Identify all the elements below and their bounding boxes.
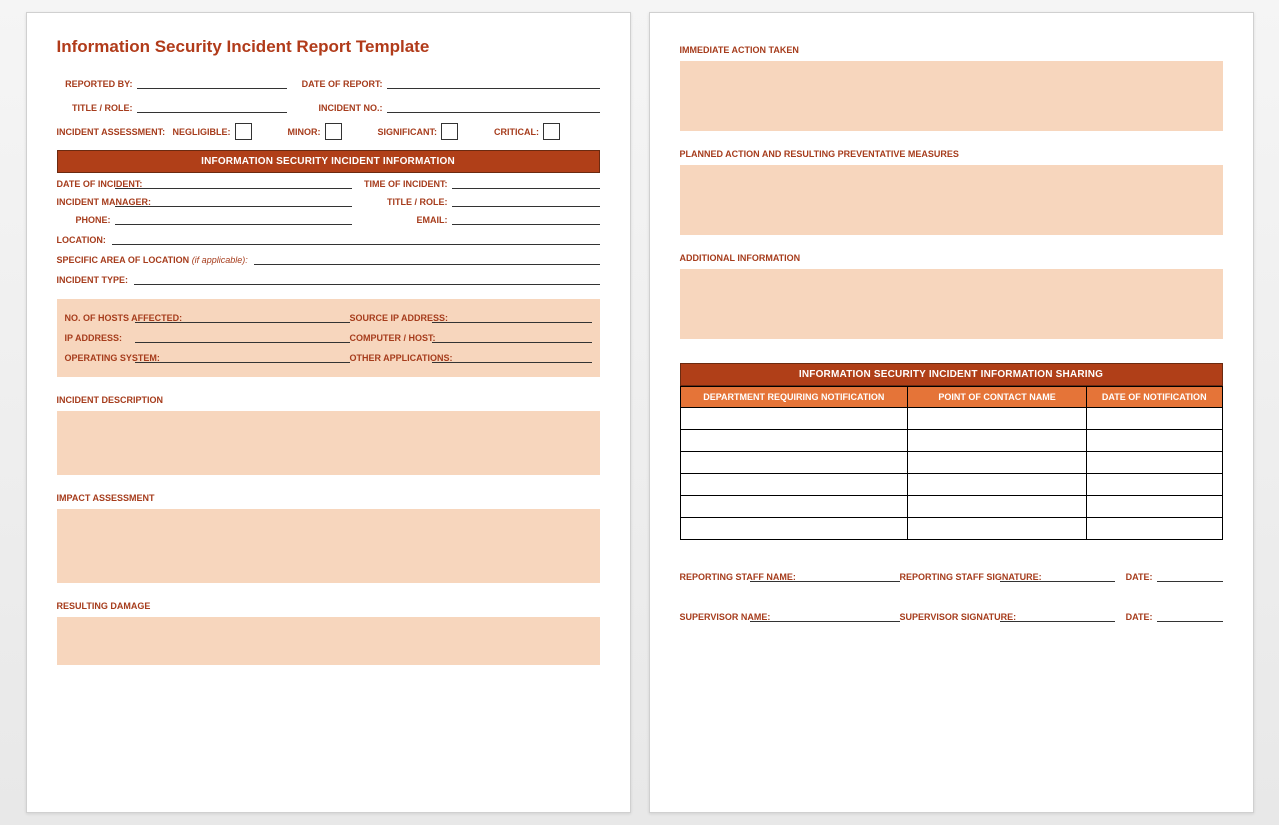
phone-field[interactable] (115, 211, 352, 225)
location-label: LOCATION: (57, 236, 112, 245)
incident-manager-label: INCIDENT MANAGER: (57, 198, 115, 207)
share-col-contact: POINT OF CONTACT NAME (908, 387, 1087, 408)
specific-area-field[interactable] (254, 251, 600, 265)
date-of-incident-label: DATE OF INCIDENT: (57, 180, 115, 189)
info-sharing-table: DEPARTMENT REQUIRING NOTIFICATION POINT … (680, 386, 1223, 540)
planned-action-box[interactable] (680, 165, 1223, 235)
incident-info-banner: INFORMATION SECURITY INCIDENT INFORMATIO… (57, 150, 600, 173)
table-row[interactable] (680, 430, 1222, 452)
immediate-action-box[interactable] (680, 61, 1223, 131)
reporting-date-field[interactable] (1157, 568, 1223, 582)
email-label: EMAIL: (352, 216, 452, 225)
time-of-incident-field[interactable] (452, 175, 600, 189)
reporting-staff-sig-label: REPORTING STAFF SIGNATURE: (900, 573, 1000, 582)
operating-system-label: OPERATING SYSTEM: (65, 354, 135, 363)
planned-action-label: PLANNED ACTION AND RESULTING PREVENTATIV… (680, 149, 1223, 159)
document-title: Information Security Incident Report Tem… (57, 37, 600, 57)
additional-info-label: ADDITIONAL INFORMATION (680, 253, 1223, 263)
supervisor-sig-label: SUPERVISOR SIGNATURE: (900, 613, 1000, 622)
table-row[interactable] (680, 474, 1222, 496)
impact-assessment-label: IMPACT ASSESSMENT (57, 493, 600, 503)
page-2: IMMEDIATE ACTION TAKEN PLANNED ACTION AN… (649, 12, 1254, 813)
reporting-staff-sig-field[interactable] (1000, 568, 1115, 582)
supervisor-name-label: SUPERVISOR NAME: (680, 613, 750, 622)
info-title-role-field[interactable] (452, 193, 600, 207)
assess-minor-label: MINOR: (288, 127, 321, 137)
source-ip-field[interactable] (432, 309, 592, 323)
title-role-field[interactable] (137, 99, 287, 113)
table-row[interactable] (680, 496, 1222, 518)
reporting-date-label: DATE: (1115, 573, 1157, 582)
supervisor-date-label: DATE: (1115, 613, 1157, 622)
phone-label: PHONE: (57, 216, 115, 225)
date-of-report-label: DATE OF REPORT: (287, 79, 387, 89)
ip-address-field[interactable] (135, 329, 350, 343)
hosts-affected-field[interactable] (135, 309, 350, 323)
assess-significant-checkbox[interactable] (441, 123, 458, 140)
time-of-incident-label: TIME OF INCIDENT: (352, 180, 452, 189)
share-table-body (680, 408, 1222, 540)
reporting-staff-name-label: REPORTING STAFF NAME: (680, 573, 750, 582)
supervisor-sig-field[interactable] (1000, 608, 1115, 622)
info-title-role-label: TITLE / ROLE: (352, 198, 452, 207)
computer-host-field[interactable] (432, 329, 592, 343)
date-of-incident-field[interactable] (115, 175, 352, 189)
page-1: Information Security Incident Report Tem… (26, 12, 631, 813)
supervisor-name-field[interactable] (750, 608, 900, 622)
email-field[interactable] (452, 211, 600, 225)
ip-address-label: IP ADDRESS: (65, 334, 135, 343)
immediate-action-label: IMMEDIATE ACTION TAKEN (680, 45, 1223, 55)
supervisor-date-field[interactable] (1157, 608, 1223, 622)
hosts-affected-label: NO. OF HOSTS AFFECTED: (65, 314, 135, 323)
technical-details-box: NO. OF HOSTS AFFECTED: SOURCE IP ADDRESS… (57, 299, 600, 377)
table-row[interactable] (680, 518, 1222, 540)
incident-assessment-label: INCIDENT ASSESSMENT: (57, 127, 173, 137)
info-sharing-banner: INFORMATION SECURITY INCIDENT INFORMATIO… (680, 363, 1223, 386)
specific-area-suffix: (if applicable): (192, 255, 248, 265)
reporting-staff-name-field[interactable] (750, 568, 900, 582)
source-ip-label: SOURCE IP ADDRESS: (350, 314, 432, 323)
incident-no-field[interactable] (387, 99, 600, 113)
incident-manager-field[interactable] (115, 193, 352, 207)
reported-by-field[interactable] (137, 75, 287, 89)
incident-description-label: INCIDENT DESCRIPTION (57, 395, 600, 405)
signature-block: REPORTING STAFF NAME: REPORTING STAFF SI… (680, 568, 1223, 622)
header-fields: REPORTED BY: DATE OF REPORT: TITLE / ROL… (57, 75, 600, 113)
incident-type-label: INCIDENT TYPE: (57, 276, 135, 285)
date-of-report-field[interactable] (387, 75, 600, 89)
impact-assessment-box[interactable] (57, 509, 600, 583)
specific-area-label-text: SPECIFIC AREA OF LOCATION (57, 255, 190, 265)
incident-description-box[interactable] (57, 411, 600, 475)
title-role-label: TITLE / ROLE: (57, 103, 137, 113)
incident-type-field[interactable] (134, 271, 599, 285)
other-apps-field[interactable] (432, 349, 592, 363)
location-field[interactable] (112, 231, 600, 245)
resulting-damage-label: RESULTING DAMAGE (57, 601, 600, 611)
assess-negligible-checkbox[interactable] (235, 123, 252, 140)
specific-area-label: SPECIFIC AREA OF LOCATION (if applicable… (57, 256, 254, 265)
computer-host-label: COMPUTER / HOST: (350, 334, 432, 343)
incident-no-label: INCIDENT NO.: (287, 103, 387, 113)
table-row[interactable] (680, 408, 1222, 430)
assess-significant-label: SIGNIFICANT: (378, 127, 438, 137)
incident-info-fields: DATE OF INCIDENT: TIME OF INCIDENT: INCI… (57, 175, 600, 285)
assess-minor-checkbox[interactable] (325, 123, 342, 140)
assess-critical-checkbox[interactable] (543, 123, 560, 140)
additional-info-box[interactable] (680, 269, 1223, 339)
assess-negligible-label: NEGLIGIBLE: (173, 127, 231, 137)
resulting-damage-box[interactable] (57, 617, 600, 665)
share-col-department: DEPARTMENT REQUIRING NOTIFICATION (680, 387, 908, 408)
reported-by-label: REPORTED BY: (57, 79, 137, 89)
share-col-date: DATE OF NOTIFICATION (1086, 387, 1222, 408)
assess-critical-label: CRITICAL: (494, 127, 539, 137)
other-apps-label: OTHER APPLICATIONS: (350, 354, 432, 363)
table-row[interactable] (680, 452, 1222, 474)
operating-system-field[interactable] (135, 349, 350, 363)
incident-assessment-row: INCIDENT ASSESSMENT: NEGLIGIBLE: MINOR: … (57, 123, 600, 140)
